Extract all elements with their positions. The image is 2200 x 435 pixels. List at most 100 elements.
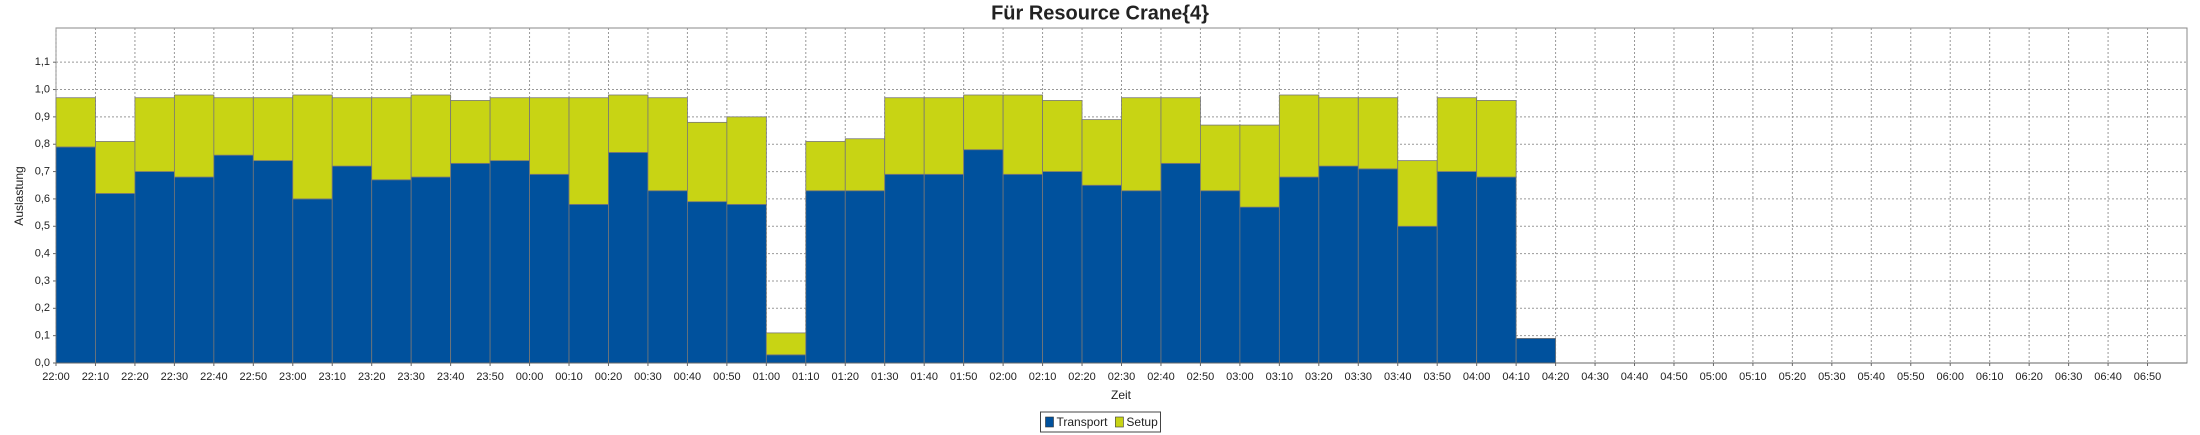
x-tick-label: 06:40 <box>2094 371 2122 383</box>
bar-segment <box>1121 97 1162 192</box>
bar-segment <box>1515 337 1556 364</box>
x-tick-label: 22:40 <box>200 371 228 383</box>
x-tick-label: 05:50 <box>1897 371 1925 383</box>
y-tick-label: 0,6 <box>35 193 50 205</box>
y-tick-label: 0,0 <box>35 357 50 369</box>
legend-label: Setup <box>1126 415 1158 429</box>
x-axis-label: Zeit <box>1111 388 1132 402</box>
x-tick-label: 02:30 <box>1108 371 1136 383</box>
bar-segment <box>923 97 965 175</box>
bar-segment <box>173 176 215 364</box>
x-tick-label: 05:10 <box>1739 371 1767 383</box>
bar-segment <box>687 121 728 203</box>
bar-segment <box>765 354 807 364</box>
bar-segment <box>1200 124 1241 192</box>
bar-segment <box>489 160 530 364</box>
bar-segment <box>844 190 886 364</box>
bar-segment <box>410 176 452 364</box>
y-tick-label: 0,8 <box>35 138 50 150</box>
bar-segment <box>1436 171 1478 364</box>
bar-segment <box>963 94 1004 151</box>
bar-segment <box>331 165 373 364</box>
bar-segment <box>1239 206 1280 364</box>
bar-segment <box>529 97 570 175</box>
bar-segment <box>1397 225 1438 364</box>
x-tick-label: 01:10 <box>792 371 820 383</box>
x-tick-label: 04:30 <box>1581 371 1609 383</box>
x-tick-label: 06:50 <box>2134 371 2162 383</box>
x-tick-label: 01:40 <box>910 371 938 383</box>
bar-segment <box>134 97 175 172</box>
x-tick-label: 23:40 <box>437 371 465 383</box>
x-tick-label: 04:40 <box>1621 371 1649 383</box>
x-tick-label: 01:50 <box>950 371 978 383</box>
bar-segment <box>450 100 491 164</box>
bar-segment <box>331 97 373 167</box>
bar-segment <box>55 97 96 148</box>
bar-segment <box>1318 97 1359 167</box>
x-tick-label: 00:40 <box>674 371 702 383</box>
bar-segment <box>1081 184 1122 364</box>
bar-segment <box>252 97 294 162</box>
bar-segment <box>292 94 333 200</box>
bar-segment <box>568 203 609 364</box>
y-axis-label: Auslastung <box>12 166 26 225</box>
bar-segment <box>765 332 807 356</box>
x-tick-label: 22:20 <box>121 371 149 383</box>
x-tick-label: 00:30 <box>634 371 662 383</box>
legend-box <box>1040 411 1161 433</box>
x-tick-label: 03:50 <box>1423 371 1451 383</box>
x-tick-label: 22:00 <box>42 371 70 383</box>
bar-segment <box>213 154 254 364</box>
bar-segment <box>1436 97 1478 172</box>
x-tick-label: 23:30 <box>397 371 425 383</box>
x-tick-label: 06:10 <box>1976 371 2004 383</box>
y-tick-label: 0,5 <box>35 220 50 232</box>
bar-segment <box>1476 100 1517 178</box>
bar-segment <box>371 179 412 364</box>
bar-segment <box>529 173 570 364</box>
x-tick-label: 03:10 <box>1266 371 1294 383</box>
x-tick-label: 00:20 <box>595 371 623 383</box>
chart-title: Für Resource Crane{4} <box>991 2 1209 24</box>
x-tick-label: 05:00 <box>1700 371 1728 383</box>
x-tick-label: 03:30 <box>1345 371 1373 383</box>
bar-segment <box>95 193 136 364</box>
x-tick-label: 05:30 <box>1818 371 1846 383</box>
bar-segment <box>805 190 846 364</box>
bar-segment <box>1357 168 1399 364</box>
x-tick-label: 23:50 <box>476 371 504 383</box>
bar-segment <box>647 97 688 192</box>
bar-segment <box>844 138 886 192</box>
bar-segment <box>1002 173 1043 364</box>
x-tick-label: 04:10 <box>1502 371 1530 383</box>
legend-swatch <box>1115 416 1124 428</box>
y-tick-label: 0,2 <box>35 302 50 314</box>
bar-segment <box>95 141 136 194</box>
x-tick-label: 04:20 <box>1542 371 1570 383</box>
bar-segment <box>1239 124 1280 208</box>
x-tick-label: 00:10 <box>555 371 583 383</box>
bar-segment <box>608 152 649 364</box>
y-tick-label: 1,0 <box>35 83 50 95</box>
bar-segment <box>963 149 1004 364</box>
x-tick-label: 02:00 <box>989 371 1017 383</box>
y-tick-label: 0,3 <box>35 275 50 287</box>
bar-segment <box>687 201 728 364</box>
x-tick-label: 02:10 <box>1029 371 1057 383</box>
y-tick-label: 0,9 <box>35 111 50 123</box>
x-tick-label: 04:50 <box>1660 371 1688 383</box>
bar-segment <box>1318 165 1359 364</box>
bar-segment <box>1357 97 1399 170</box>
x-tick-label: 22:50 <box>240 371 268 383</box>
y-tick-label: 0,4 <box>35 248 50 260</box>
bar-segment <box>1278 94 1320 178</box>
bar-segment <box>410 94 452 178</box>
y-tick-label: 0,1 <box>35 330 50 342</box>
bar-segment <box>489 97 530 162</box>
x-tick-label: 01:20 <box>831 371 859 383</box>
x-tick-label: 03:40 <box>1384 371 1412 383</box>
bar-segment <box>134 171 175 364</box>
bar-segment <box>1476 176 1517 364</box>
